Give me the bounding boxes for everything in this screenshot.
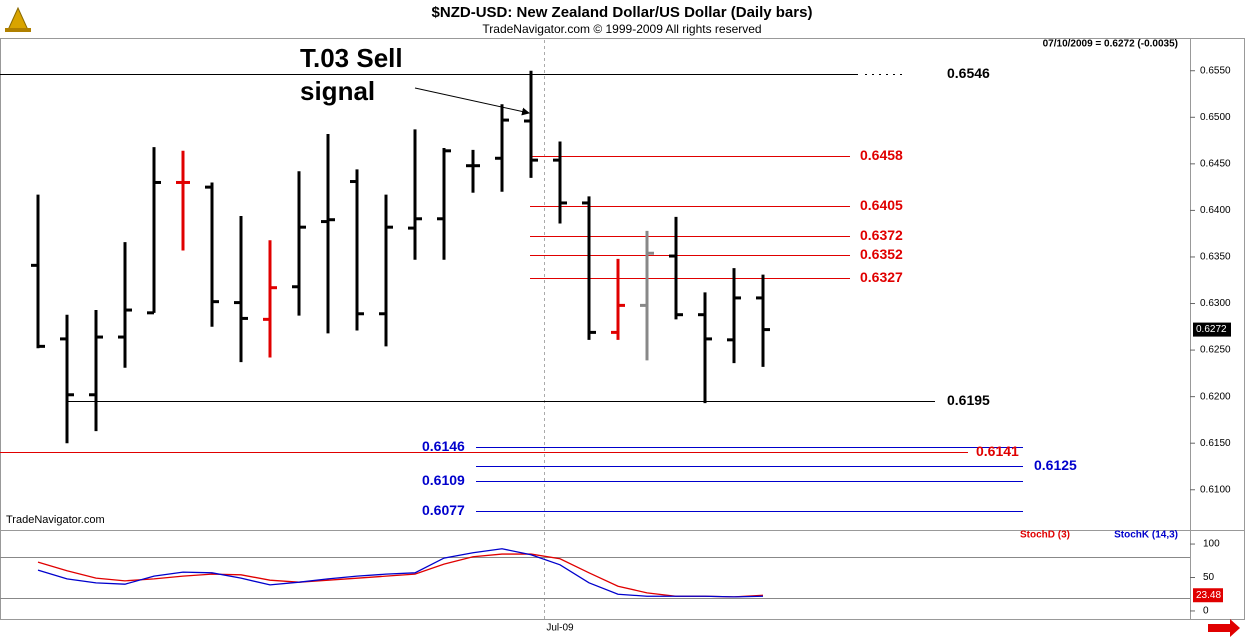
level-label: 0.6327 bbox=[860, 269, 903, 285]
value-tag bbox=[1193, 588, 1223, 603]
level-label: 0.6109 bbox=[422, 472, 465, 488]
y-tick-label: 0.6550 bbox=[1200, 65, 1231, 76]
logo bbox=[5, 6, 31, 32]
level-label: 0.6405 bbox=[860, 197, 903, 213]
level-label: 0.6458 bbox=[860, 147, 903, 163]
y-tick-label: 0.6150 bbox=[1200, 438, 1231, 449]
level-label: 0.6141 bbox=[976, 443, 1019, 459]
y-tick-label: 0.6350 bbox=[1200, 252, 1231, 263]
level-label: 0.6077 bbox=[422, 502, 465, 518]
legend-label: StochD (3) bbox=[1020, 530, 1070, 541]
last-price-tag bbox=[1193, 322, 1231, 337]
y-tick-label: 0.6450 bbox=[1200, 158, 1231, 169]
level-label: 0.6352 bbox=[860, 246, 903, 262]
y-tick-label: 0.6200 bbox=[1200, 391, 1231, 402]
y-tick-label: 0.6100 bbox=[1200, 484, 1231, 495]
level-label: 0.6146 bbox=[422, 438, 465, 454]
chart-title: $NZD-USD: New Zealand Dollar/US Dollar (… bbox=[432, 4, 813, 21]
y-tick-label: 50 bbox=[1203, 572, 1215, 583]
level-label: 0.6195 bbox=[947, 392, 990, 408]
level-label: 0.6125 bbox=[1034, 457, 1077, 473]
y-tick-label: 100 bbox=[1203, 539, 1220, 550]
stoch-line bbox=[37, 548, 764, 598]
quote-info: 07/10/2009 = 0.6272 (-0.0035) bbox=[1043, 39, 1178, 50]
annotation-arrow bbox=[414, 87, 530, 116]
y-tick-label: 0.6400 bbox=[1200, 205, 1231, 216]
stoch-line bbox=[37, 553, 764, 598]
watermark: TradeNavigator.com bbox=[6, 514, 105, 526]
level-label: 0.6372 bbox=[860, 227, 903, 243]
y-tick-label: 0.6500 bbox=[1200, 112, 1231, 123]
annotation: signal bbox=[300, 76, 375, 106]
legend-label: StochK (14,3) bbox=[1114, 530, 1178, 541]
value-tag-label: 23.48 bbox=[1196, 590, 1221, 601]
chart-subtitle: TradeNavigator.com © 1999-2009 All right… bbox=[482, 22, 761, 36]
y-tick-label: 0.6250 bbox=[1200, 345, 1231, 356]
scroll-arrow[interactable] bbox=[1208, 619, 1240, 637]
x-tick-label: Jul-09 bbox=[546, 623, 574, 634]
last-price-label: 0.6272 bbox=[1196, 324, 1227, 335]
annotation: T.03 Sell bbox=[300, 43, 403, 73]
y-tick-label: 0.6300 bbox=[1200, 298, 1231, 309]
level-label: 0.6546 bbox=[947, 65, 990, 81]
y-tick-label: 0 bbox=[1203, 606, 1209, 617]
